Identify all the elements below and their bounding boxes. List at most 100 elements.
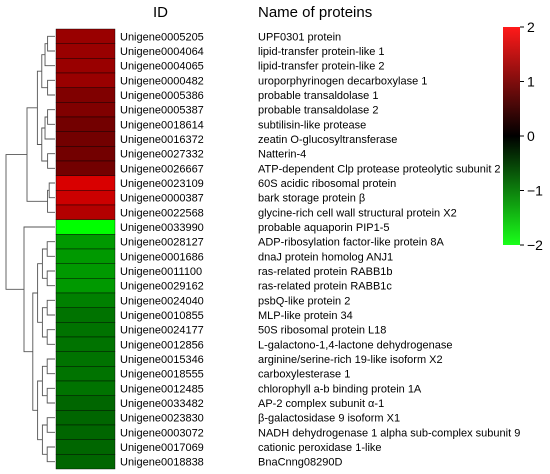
- row-id-label: Unigene0003072: [120, 427, 204, 439]
- heatmap-cell: [55, 263, 116, 279]
- row-id-label: Unigene0024040: [120, 295, 204, 307]
- dendrogram-branch: [37, 263, 43, 323]
- row-dendrogram: [5, 35, 55, 463]
- color-legend: 2 1 0 −1 −2: [503, 19, 543, 253]
- row-id-label: Unigene0000387: [120, 193, 204, 205]
- dendrogram-branch: [41, 248, 48, 279]
- id-column-header: ID: [153, 4, 168, 21]
- row-protein-name-label: β-galactosidase 9 isoform X1: [258, 413, 400, 425]
- row-id-label: Unigene0017069: [120, 442, 204, 454]
- row-protein-name-label: uroporphyrinogen decarboxylase 1: [258, 75, 427, 87]
- heatmap-cell: [55, 204, 116, 220]
- heatmap-cell: [55, 175, 116, 191]
- dendrogram-branch: [37, 380, 43, 441]
- row-id-label: Unigene0023109: [120, 178, 204, 190]
- row-id-label: Unigene0011100: [120, 266, 202, 278]
- row-id-label: Unigene0005386: [120, 90, 204, 102]
- dendrogram-branch: [48, 182, 55, 199]
- row-id-label: Unigene0012856: [120, 339, 204, 351]
- dendrogram-branch: [47, 35, 55, 52]
- dendrogram-branch: [44, 116, 55, 140]
- legend-tick-label: 0: [527, 128, 535, 144]
- heatmap-cell: [55, 395, 116, 411]
- heatmap-cell: [55, 131, 116, 147]
- row-id-label: Unigene0028127: [120, 237, 204, 249]
- dendrogram-branch: [32, 292, 38, 411]
- heatmap-cell: [55, 278, 116, 294]
- dendrogram-branch: [46, 446, 55, 463]
- dendrogram-branch: [41, 365, 48, 397]
- heatmap-cell: [55, 219, 116, 235]
- dendrogram-branch: [47, 189, 55, 213]
- heatmap-cell: [55, 380, 116, 396]
- dendrogram-branch: [46, 387, 55, 404]
- row-id-label: Unigene0029162: [120, 281, 204, 293]
- row-protein-name-label: glycine-rich cell wall structural protei…: [258, 207, 457, 219]
- row-id-label: Unigene0016372: [120, 134, 204, 146]
- legend-tick-label: 2: [527, 19, 535, 35]
- heatmap-cell: [55, 102, 116, 118]
- heatmap-cell: [55, 116, 116, 132]
- row-protein-name-label: 50S ribosomal protein L18: [258, 325, 386, 337]
- dendrogram-branch: [5, 154, 27, 290]
- row-id-label: Unigene0004064: [120, 46, 204, 58]
- heatmap-cell: [55, 58, 116, 74]
- row-protein-name-label: lipid-transfer protein-like 2: [258, 61, 385, 73]
- row-id-label: Unigene0005387: [120, 105, 204, 117]
- row-protein-name-label: UPF0301 protein: [258, 31, 341, 43]
- row-id-label: Unigene0023830: [120, 413, 204, 425]
- row-name-labels: UPF0301 protein lipid-transfer protein-li…: [258, 31, 520, 468]
- heatmap-cell: [55, 322, 116, 338]
- row-id-label: Unigene0022568: [120, 207, 204, 219]
- row-id-label: Unigene0033990: [120, 222, 204, 234]
- row-id-labels: Unigene0005205 Unigene0004064 Unigene00040…: [120, 31, 204, 468]
- row-id-label: Unigene0033482: [120, 398, 204, 410]
- row-protein-name-label: subtilisin-like protease: [258, 119, 366, 131]
- row-protein-name-label: 60S acidic ribosomal protein: [258, 178, 396, 190]
- heatmap-cell: [55, 351, 116, 367]
- heatmap-cell: [55, 146, 116, 162]
- row-protein-name-label: ADP-ribosylation factor-like protein 8A: [258, 237, 445, 249]
- row-protein-name-label: psbQ-like protein 2: [258, 295, 350, 307]
- dendrogram-branch: [41, 307, 48, 338]
- row-protein-name-label: probable transaldolase 1: [258, 90, 378, 102]
- heatmap-cell: [55, 292, 116, 308]
- heatmap-cells: [55, 28, 116, 470]
- row-id-label: Unigene0012485: [120, 383, 204, 395]
- heatmap-cell: [55, 72, 116, 88]
- dendrogram-branch: [47, 79, 55, 96]
- row-protein-name-label: arginine/serine-rich 19-like isoform X2: [258, 354, 443, 366]
- heatmap-cell: [55, 336, 116, 352]
- row-protein-name-label: Natterin-4: [258, 149, 306, 161]
- heatmap-cell: [55, 410, 116, 426]
- row-protein-name-label: probable transaldolase 2: [258, 105, 378, 117]
- heatmap-cell: [55, 454, 116, 470]
- heatmap-cell: [55, 424, 116, 440]
- dendrogram-branch: [47, 153, 55, 169]
- dendrogram-branch: [46, 329, 55, 345]
- row-protein-name-label: bark storage protein β: [258, 193, 365, 205]
- heatmap-cell: [55, 43, 116, 59]
- row-protein-name-label: lipid-transfer protein-like 1: [258, 46, 385, 58]
- row-id-label: Unigene0018614: [120, 119, 204, 131]
- row-id-label: Unigene0027332: [120, 149, 204, 161]
- row-id-label: Unigene0024177: [120, 325, 204, 337]
- dendrogram-branch: [41, 424, 48, 455]
- row-protein-name-label: ATP-dependent Clp protease proteolytic s…: [258, 163, 501, 175]
- row-protein-name-label: dnaJ protein homolog ANJ1: [258, 251, 393, 263]
- row-protein-name-label: BnaCnng08290D: [258, 457, 342, 469]
- heatmap-cell: [55, 160, 116, 176]
- row-protein-name-label: zeatin O-glucosyltransferase: [258, 134, 397, 146]
- dendrogram-branch: [46, 270, 55, 287]
- legend-tick-label: −2: [527, 237, 543, 253]
- heatmap-cell: [55, 307, 116, 323]
- row-protein-name-label: L-galactono-1,4-lactone dehydrogenase: [258, 339, 452, 351]
- row-id-label: Unigene0018838: [120, 457, 204, 469]
- dendrogram-branch: [36, 70, 42, 145]
- heatmap-cell: [55, 190, 116, 206]
- legend-tick-label: −1: [527, 183, 543, 199]
- row-protein-name-label: MLP-like protein 34: [258, 310, 353, 322]
- dendrogram-branch: [46, 417, 55, 433]
- row-id-label: Unigene0015346: [120, 354, 204, 366]
- row-protein-name-label: AP-2 complex subunit α-1: [258, 398, 384, 410]
